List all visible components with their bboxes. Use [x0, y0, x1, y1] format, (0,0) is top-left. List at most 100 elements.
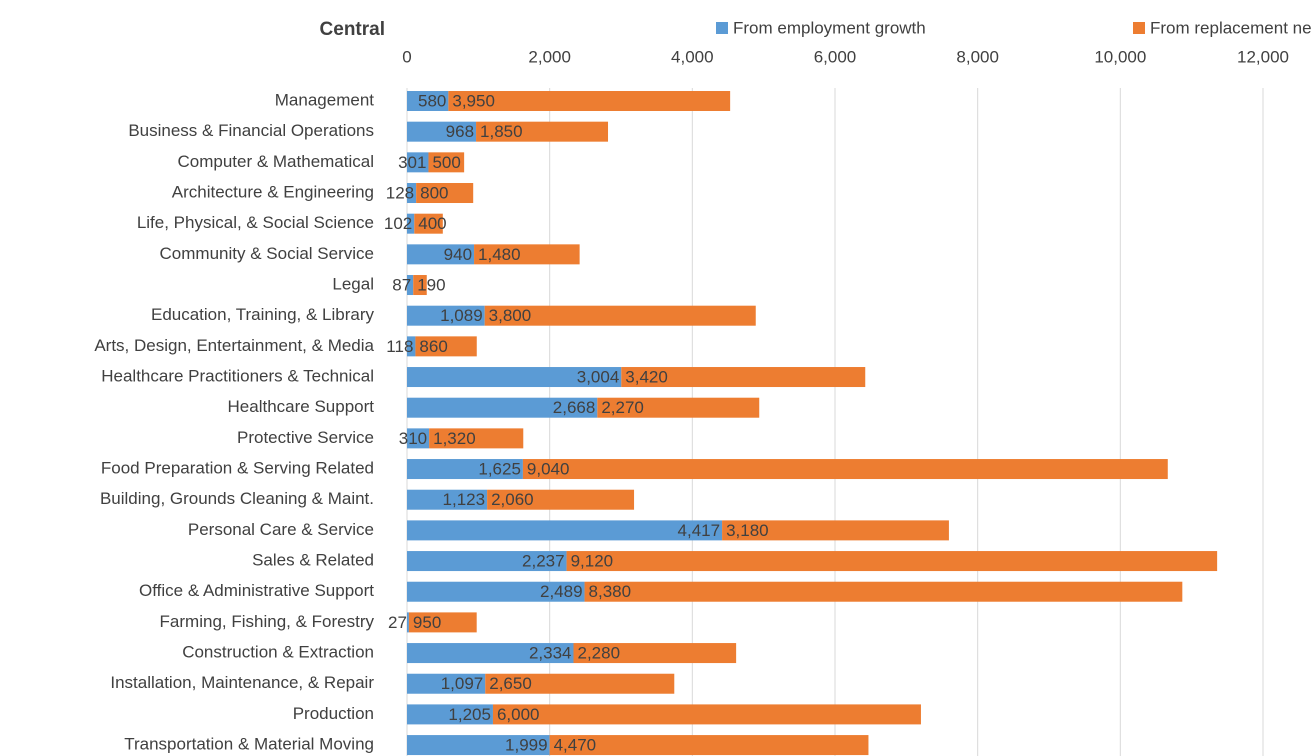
legend-swatch: [1133, 22, 1145, 34]
bar-segment: [522, 459, 1168, 480]
x-tick-label: 10,000: [1094, 47, 1146, 66]
bar-segment: [407, 275, 414, 296]
data-label: 301: [398, 153, 426, 172]
bar-segment: [407, 704, 493, 725]
data-label: 2,650: [489, 674, 532, 693]
data-label: 87: [392, 276, 411, 295]
bar-segment: [416, 183, 474, 204]
bar-segment: [474, 244, 580, 265]
bar-segment: [407, 336, 416, 357]
x-tick-label: 8,000: [956, 47, 999, 66]
y-tick-label: Installation, Maintenance, & Repair: [110, 673, 374, 692]
data-label: 1,320: [433, 429, 476, 448]
data-label: 800: [420, 183, 448, 202]
data-label: 580: [418, 91, 446, 110]
bar-segment: [407, 305, 485, 326]
y-tick-label: Sales & Related: [252, 551, 374, 570]
bar-segment: [414, 213, 443, 234]
legend-label: From employment growth: [733, 18, 926, 37]
y-tick-label: Community & Social Service: [160, 244, 374, 263]
bar-segment: [487, 489, 635, 510]
x-tick-label: 2,000: [528, 47, 571, 66]
data-label: 27: [388, 613, 407, 632]
bar-segment: [584, 581, 1183, 602]
y-tick-label: Transportation & Material Moving: [124, 735, 374, 754]
data-label: 9,040: [527, 460, 570, 479]
x-tick-label: 6,000: [814, 47, 857, 66]
data-label: 3,800: [489, 306, 532, 325]
y-tick-label: Construction & Extraction: [182, 643, 374, 662]
data-label: 3,420: [625, 368, 668, 387]
data-label: 1,089: [440, 306, 483, 325]
data-label: 1,480: [478, 245, 521, 264]
y-tick-label: Management: [275, 90, 375, 109]
bar-segment: [407, 213, 415, 234]
data-label: 118: [386, 337, 413, 356]
bar-segment: [448, 91, 731, 111]
x-tick-label: 4,000: [671, 47, 714, 66]
bar-segment: [407, 367, 622, 388]
data-label: 1,097: [441, 674, 484, 693]
data-label: 190: [417, 276, 445, 295]
bar-segment: [485, 673, 675, 694]
data-label: 4,417: [678, 521, 721, 540]
y-tick-label: Personal Care & Service: [188, 520, 374, 539]
bar-segment: [407, 459, 523, 480]
bar-segment: [408, 612, 477, 633]
x-tick-label: 12,000: [1237, 47, 1289, 66]
bar-segment: [407, 152, 429, 173]
bar-segment: [407, 643, 574, 664]
bar-segment: [415, 336, 477, 357]
bar-segment: [549, 735, 869, 756]
bar-segment: [407, 612, 409, 633]
data-label: 1,850: [480, 122, 523, 141]
bar-segment: [407, 489, 488, 510]
legend-swatch: [716, 22, 728, 34]
data-label: 2,280: [577, 644, 620, 663]
y-tick-label: Life, Physical, & Social Science: [137, 213, 374, 232]
data-label: 968: [446, 122, 474, 141]
y-tick-label: Healthcare Practitioners & Technical: [101, 367, 374, 386]
data-label: 860: [419, 337, 447, 356]
bar-segment: [428, 152, 465, 173]
bar-segment: [407, 551, 567, 572]
data-label: 3,004: [577, 368, 620, 387]
bar-segment: [407, 581, 585, 602]
bar-segment: [621, 367, 866, 388]
data-label: 3,950: [452, 91, 495, 110]
data-label: 2,334: [529, 644, 572, 663]
y-tick-label: Education, Training, & Library: [151, 305, 375, 324]
data-label: 6,000: [497, 705, 540, 724]
y-tick-label: Food Preparation & Serving Related: [101, 459, 374, 478]
bar-segment: [492, 704, 921, 725]
bar-segment: [407, 735, 550, 756]
data-label: 310: [399, 429, 427, 448]
data-label: 8,380: [589, 582, 632, 601]
data-label: 9,120: [571, 552, 614, 571]
data-label: 1,123: [443, 490, 486, 509]
bar-segment: [407, 183, 417, 204]
y-tick-label: Healthcare Support: [228, 397, 375, 416]
data-label: 1,205: [448, 705, 491, 724]
x-tick-label: 0: [402, 47, 411, 66]
bar-segment: [566, 551, 1218, 572]
bar-segment: [407, 520, 723, 541]
data-label: 2,237: [522, 552, 565, 571]
y-tick-label: Office & Administrative Support: [139, 581, 374, 600]
data-label: 2,489: [540, 582, 583, 601]
data-label: 400: [418, 214, 446, 233]
data-label: 940: [444, 245, 472, 264]
y-tick-label: Protective Service: [237, 428, 374, 447]
y-tick-label: Business & Financial Operations: [128, 121, 374, 140]
y-tick-label: Farming, Fishing, & Forestry: [160, 612, 375, 631]
bar-segment: [407, 244, 475, 265]
data-label: 1,999: [505, 736, 548, 755]
data-label: 102: [384, 214, 412, 233]
bar-segment: [597, 397, 760, 418]
data-label: 2,270: [601, 398, 644, 417]
bar-segment: [484, 305, 756, 326]
bar-segment: [573, 643, 737, 664]
bar-segment: [476, 121, 609, 142]
data-label: 3,180: [726, 521, 769, 540]
